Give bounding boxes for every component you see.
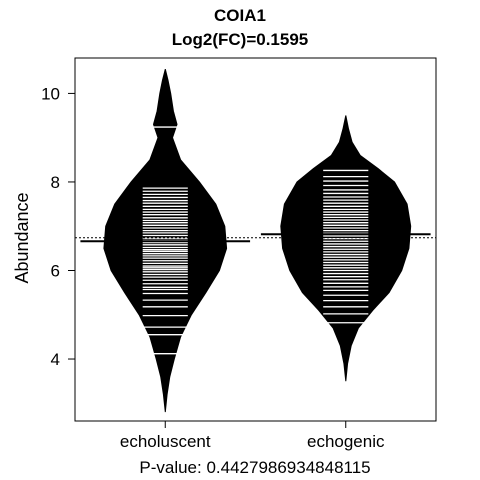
chart-subtitle: Log2(FC)=0.1595 (171, 30, 309, 49)
x-tick-label: echogenic (307, 432, 385, 451)
x-axis-label: P-value: 0.4427986934848115 (139, 458, 370, 477)
y-tick-label: 8 (51, 173, 60, 192)
y-tick-label: 6 (51, 261, 60, 280)
x-tick-label: echoluscent (120, 432, 211, 451)
bean-density-shape (280, 115, 412, 382)
x-axis: echoluscent echogenic (120, 420, 385, 451)
y-axis-label: Abundance (12, 192, 32, 283)
y-axis: 4 6 8 10 (41, 84, 76, 369)
chart-title: COIA1 (214, 6, 266, 25)
bean-echoluscent (80, 68, 251, 413)
y-tick-label: 10 (41, 84, 60, 103)
bean-echogenic (260, 115, 431, 382)
beans-layer (80, 68, 431, 413)
y-tick-label: 4 (51, 350, 60, 369)
